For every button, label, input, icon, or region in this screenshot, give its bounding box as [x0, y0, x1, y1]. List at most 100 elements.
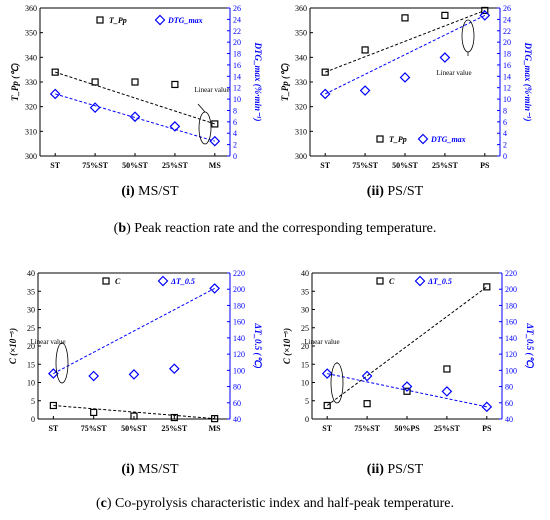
- y2-tick-label: 4: [233, 129, 237, 138]
- linear-value-line: [55, 93, 215, 142]
- chart-3: 0 5 10 15 20 25 30 35 40 40 60 80 100 120 140 160 180 200…: [8, 269, 263, 433]
- y2-tick-label: 120: [505, 350, 517, 359]
- y2-tick-label: 10: [503, 95, 511, 104]
- x-tick-label: 50%ST: [122, 161, 148, 170]
- y-tick-label: 35: [27, 287, 35, 296]
- linear-value-line: [53, 287, 215, 375]
- y-tick-label: 340: [295, 53, 307, 62]
- y-tick-label: 30: [301, 306, 309, 315]
- point-diamond: [88, 370, 100, 382]
- x-tick-label: ST: [48, 424, 58, 433]
- subcaption-c-ii: (ii) PS/ST: [366, 462, 424, 477]
- y2-axis-title: ΔT_0.5 (℃): [253, 322, 263, 368]
- linear-value-line: [53, 404, 215, 420]
- annotation-ellipse: [330, 362, 344, 404]
- point-diamond: [481, 401, 493, 413]
- y2-tick-label: 100: [233, 366, 245, 375]
- y2-tick-label: 140: [505, 334, 517, 343]
- point-square: [323, 401, 331, 410]
- x-tick-label: ST: [320, 161, 330, 170]
- point-square: [441, 11, 449, 19]
- y-tick-label: 300: [295, 152, 307, 161]
- legend-diamond: [417, 133, 429, 145]
- y-tick-label: 0: [31, 415, 35, 424]
- point-square: [170, 413, 178, 422]
- point-diamond: [479, 10, 491, 21]
- chart-1: 3003103203303403503600246810121416182022…: [10, 4, 263, 170]
- caption-b: (b) Peak reaction rate and the correspon…: [113, 221, 437, 236]
- y2-tick-label: 220: [505, 269, 517, 278]
- annotation-arrow: [197, 103, 206, 113]
- linear-value-line: [325, 10, 485, 73]
- annotation-label: Linear value: [304, 338, 339, 346]
- y2-tick-label: 20: [233, 38, 241, 47]
- y2-tick-label: 40: [233, 415, 241, 424]
- y2-tick-label: 12: [503, 84, 511, 93]
- point-diamond: [359, 85, 371, 96]
- y-tick-label: 300: [25, 152, 37, 161]
- legend-label: ΔT_0.5: [427, 277, 452, 286]
- x-tick-label: 75%ST: [81, 424, 107, 433]
- y2-tick-label: 60: [233, 399, 241, 408]
- legend-label: C: [115, 277, 121, 286]
- x-tick-label: MS: [209, 424, 222, 433]
- y-tick-label: 330: [295, 78, 307, 87]
- y2-tick-label: 16: [233, 61, 241, 70]
- point-square: [361, 46, 369, 54]
- y2-tick-label: 20: [503, 38, 511, 47]
- y2-tick-label: 8: [233, 106, 237, 115]
- point-diamond: [209, 135, 221, 147]
- y-axis-title: T_Pp (℃): [10, 63, 20, 101]
- legend-square: [376, 277, 384, 285]
- y2-tick-label: 2: [503, 141, 507, 150]
- x-tick-label: 50%ST: [392, 161, 418, 170]
- x-tick-label: PS: [482, 424, 492, 433]
- y-tick-label: 25: [27, 324, 35, 333]
- y2-tick-label: 0: [233, 152, 237, 161]
- y2-tick-label: 200: [233, 285, 245, 294]
- point-square: [483, 283, 491, 291]
- point-square: [211, 415, 219, 423]
- y-tick-label: 35: [301, 287, 309, 296]
- y2-tick-label: 18: [503, 50, 511, 59]
- x-tick-label: PS: [480, 161, 490, 170]
- linear-value-line: [327, 373, 487, 408]
- y2-tick-label: 22: [503, 27, 511, 36]
- y2-tick-label: 160: [233, 318, 245, 327]
- y-tick-label: 5: [31, 397, 35, 406]
- linear-value-line: [326, 286, 488, 406]
- y-tick-label: 330: [25, 78, 37, 87]
- point-diamond: [401, 381, 413, 392]
- point-diamond: [89, 102, 101, 113]
- point-square: [363, 400, 371, 408]
- point-diamond: [399, 72, 411, 83]
- y-tick-label: 360: [25, 4, 37, 13]
- point-diamond: [441, 386, 453, 397]
- y-tick-label: 350: [25, 29, 37, 38]
- y-tick-label: 15: [27, 360, 35, 369]
- legend-label: T_Pp: [109, 16, 127, 25]
- point-diamond: [361, 370, 373, 382]
- legend-label: DTG_max: [430, 135, 466, 144]
- point-diamond: [129, 111, 141, 123]
- y2-tick-label: 18: [233, 50, 241, 59]
- y-tick-label: 350: [295, 29, 307, 38]
- y-tick-label: 20: [301, 342, 309, 351]
- y-tick-label: 10: [301, 379, 309, 388]
- legend-square: [102, 277, 110, 285]
- x-tick-label: 75%ST: [354, 424, 380, 433]
- x-tick-label: 50%PS: [394, 424, 420, 433]
- y2-tick-label: 12: [233, 84, 241, 93]
- y2-tick-label: 16: [503, 61, 511, 70]
- y2-tick-label: 24: [233, 15, 241, 24]
- x-tick-label: 75%ST: [82, 161, 108, 170]
- y2-tick-label: 80: [505, 383, 513, 392]
- y2-tick-label: 80: [233, 383, 241, 392]
- y2-tick-label: 140: [233, 334, 245, 343]
- annotation-label: Linear value: [30, 338, 65, 346]
- y-tick-label: 360: [295, 4, 307, 13]
- linear-value-line: [55, 71, 215, 125]
- y-axis-title: C (×10⁻⁵): [282, 328, 292, 364]
- legend-label: ΔT_0.5: [170, 277, 195, 286]
- y2-tick-label: 10: [233, 95, 241, 104]
